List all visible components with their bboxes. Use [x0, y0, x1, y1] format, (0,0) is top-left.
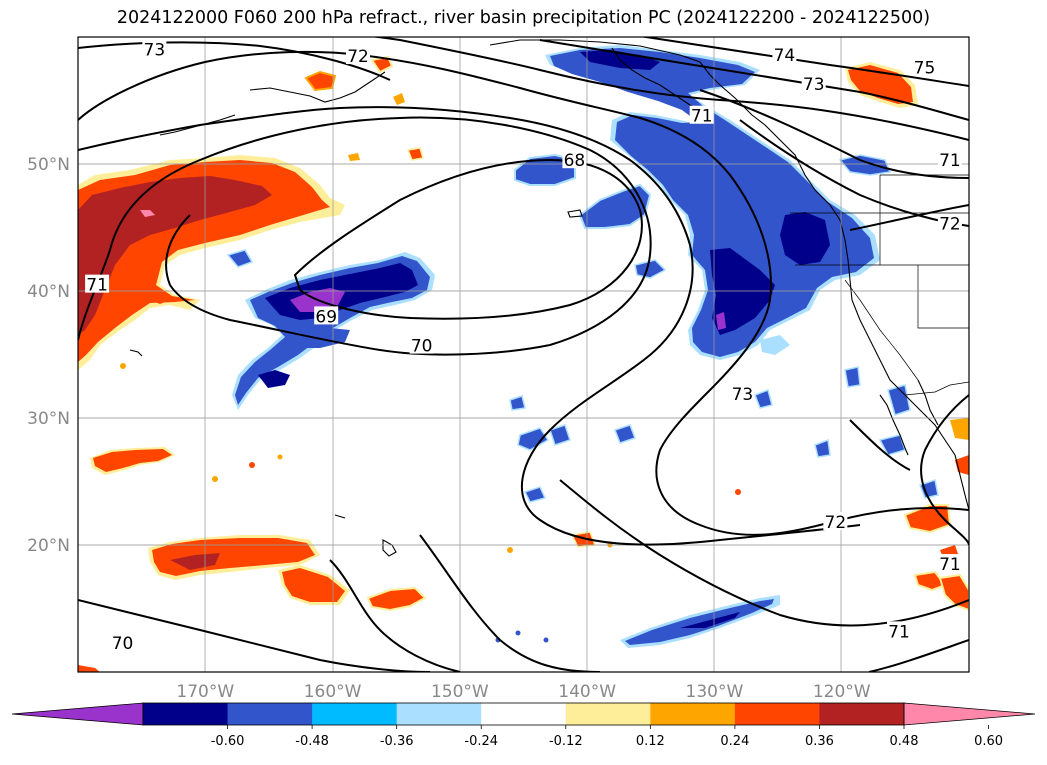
lat-label: 30°N	[27, 409, 70, 429]
contour-label-halo	[85, 274, 110, 293]
lon-label: 170°W	[176, 682, 234, 702]
contour-label-halo	[801, 73, 826, 92]
colorbar-tick-label: -0.12	[549, 734, 583, 749]
colorbar-swatch	[481, 703, 567, 725]
colorbar-tick-label: -0.24	[464, 734, 498, 749]
map-frame	[77, 36, 970, 673]
positive-anomaly-shading	[78, 55, 969, 672]
contour-labels: 73 72 74 75 73 71 68 71 72 71 69 70 73 72 71 71 70	[85, 39, 962, 654]
colorbar-swatch	[396, 703, 482, 725]
lat-label: 20°N	[27, 536, 70, 556]
contour-label-halo	[689, 105, 714, 124]
colorbar-extend-high	[903, 702, 1036, 726]
contour-label-halo	[937, 150, 962, 169]
contour-label: 75	[914, 58, 936, 78]
contour-label: 72	[939, 215, 961, 235]
contour-label: 72	[825, 513, 847, 533]
lon-label: 120°W	[813, 682, 871, 702]
lon-label: 140°W	[558, 682, 616, 702]
colorbar-swatch	[312, 703, 398, 725]
contour-label-halo	[886, 621, 911, 640]
latitude-labels: 50°N 40°N 30°N 20°N	[27, 155, 70, 556]
contour-label-halo	[937, 554, 962, 573]
contour-label-halo	[912, 57, 937, 76]
colorbar-tick-label: 0.24	[720, 734, 749, 749]
lon-label: 150°W	[431, 682, 489, 702]
contour-label: 72	[347, 47, 369, 67]
colorbar-tick-label: 0.36	[805, 734, 834, 749]
colorbar-tick-label: 0.48	[890, 734, 919, 749]
colorbar-tick-label: 0.60	[974, 734, 1003, 749]
contour-label-halo	[823, 512, 848, 531]
map-panel: 73 72 74 75 73 71 68 71 72 71 69 70 73 72 71 71 70	[78, 37, 969, 672]
contour-label: 68	[564, 151, 586, 171]
colorbar: -0.60 -0.48 -0.36 -0.24 -0.12 0.12 0.24 0.36 0.4…	[11, 702, 1036, 749]
contour-label-halo	[346, 46, 371, 65]
map-title: 2024122000 F060 200 hPa refract., river …	[116, 8, 931, 28]
colorbar-swatch	[143, 703, 229, 725]
contour-label: 71	[888, 622, 910, 642]
colorbar-swatch	[650, 703, 736, 725]
contour-label: 70	[411, 337, 433, 357]
longitude-labels: 170°W 160°W 150°W 140°W 130°W 120°W	[176, 682, 870, 702]
contour-label: 69	[315, 307, 337, 327]
contour-label: 71	[939, 151, 961, 171]
colorbar-swatch	[734, 703, 820, 725]
lat-label: 40°N	[27, 282, 70, 302]
colorbar-frame	[142, 702, 905, 726]
contour-label-halo	[409, 335, 434, 354]
lon-label: 160°W	[304, 682, 362, 702]
colorbar-swatch	[819, 703, 905, 725]
contour-label: 71	[939, 555, 961, 575]
contour-label: 73	[732, 385, 754, 405]
colorbar-swatch	[565, 703, 651, 725]
contour-label: 70	[112, 634, 134, 654]
lon-label: 130°W	[686, 682, 744, 702]
contour-label: 73	[144, 41, 166, 61]
contour-label-halo	[562, 150, 587, 169]
colorbar-tick-label: 0.12	[636, 734, 665, 749]
contour-label-halo	[730, 383, 755, 402]
colorbar-swatch	[227, 703, 313, 725]
colorbar-tick-label: -0.60	[211, 734, 245, 749]
contour-label: 71	[86, 276, 108, 296]
colorbar-tick-label: -0.48	[295, 734, 329, 749]
political-borders	[790, 174, 969, 396]
refractivity-contours	[78, 37, 969, 672]
contour-label-halo	[110, 632, 135, 651]
contour-label-halo	[937, 213, 962, 232]
colorbar-tick-label: -0.36	[380, 734, 414, 749]
contour-label-halo	[142, 39, 167, 58]
contour-label: 74	[774, 46, 796, 66]
contour-label-halo	[314, 306, 339, 325]
contour-label: 73	[803, 75, 825, 95]
coastlines	[129, 39, 969, 557]
colorbar-extend-low	[11, 702, 144, 726]
contour-label: 71	[691, 107, 713, 127]
lat-label: 50°N	[27, 155, 70, 175]
contour-label-halo	[772, 44, 797, 63]
